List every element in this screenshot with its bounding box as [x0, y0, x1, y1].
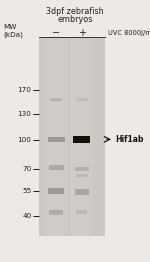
Text: 170: 170 — [18, 88, 32, 93]
Text: +: + — [78, 28, 86, 38]
Text: 55: 55 — [22, 188, 32, 194]
Bar — [45, 38, 67, 236]
Bar — [49, 210, 63, 215]
Bar — [76, 98, 87, 101]
Bar — [49, 165, 64, 170]
Text: 3dpf zebrafish: 3dpf zebrafish — [46, 7, 104, 16]
Text: 70: 70 — [22, 166, 32, 172]
Bar — [76, 174, 88, 177]
Bar — [73, 136, 90, 143]
Bar — [76, 210, 87, 214]
Text: 100: 100 — [18, 137, 32, 143]
Bar — [75, 167, 88, 171]
Bar — [48, 137, 65, 142]
Bar — [75, 189, 89, 195]
Text: −: − — [52, 28, 60, 38]
Text: MW
(kDa): MW (kDa) — [3, 24, 23, 37]
Text: 130: 130 — [18, 111, 32, 117]
Bar — [50, 98, 62, 101]
Bar — [39, 38, 105, 236]
Text: 40: 40 — [22, 213, 32, 219]
Text: UVC 8000J/m²: UVC 8000J/m² — [108, 29, 150, 36]
Text: embryos: embryos — [57, 15, 93, 24]
Text: Hif1ab: Hif1ab — [115, 135, 144, 144]
Bar — [48, 188, 64, 194]
Bar — [71, 38, 93, 236]
